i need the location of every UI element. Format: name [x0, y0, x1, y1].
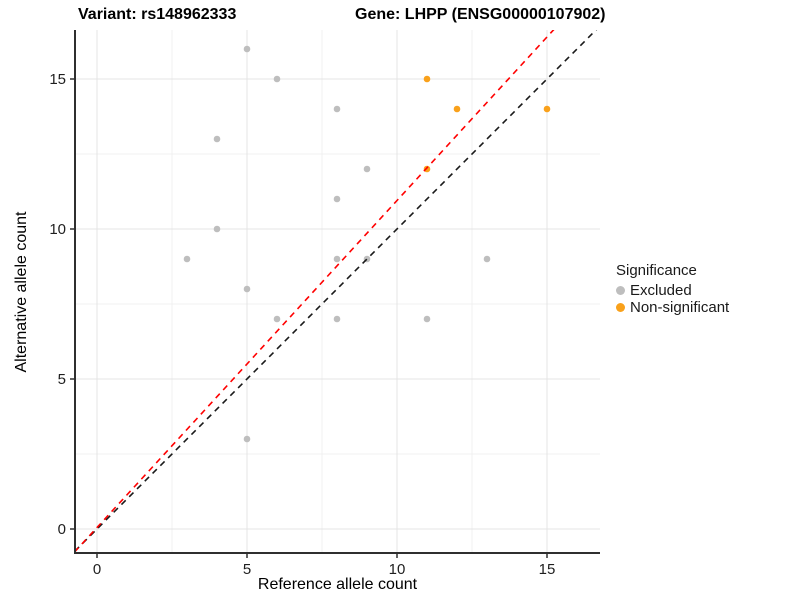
legend-entry-non-significant: Non-significant	[616, 299, 729, 316]
x-tick-label: 10	[389, 561, 406, 578]
x-tick-label: 15	[539, 561, 556, 578]
gene-title: Gene: LHPP (ENSG00000107902)	[355, 6, 606, 23]
data-point-excluded	[243, 285, 251, 293]
data-point-excluded	[333, 195, 341, 203]
y-tick-label: 15	[49, 71, 66, 88]
data-point-excluded	[363, 165, 371, 173]
legend-entry-excluded: Excluded	[616, 282, 729, 299]
variant-title: Variant: rs148962333	[78, 6, 237, 23]
x-tick-label: 0	[93, 561, 101, 578]
data-point-excluded	[333, 315, 341, 323]
y-axis-title: Alternative allele count	[13, 211, 30, 373]
data-point-excluded	[243, 45, 251, 53]
legend-label: Non-significant	[630, 299, 730, 316]
data-point-non-significant	[453, 105, 461, 113]
data-point-excluded	[273, 75, 281, 83]
identity-line	[75, 30, 598, 553]
data-point-excluded	[243, 435, 251, 443]
data-point-excluded	[483, 255, 491, 263]
data-point-excluded	[423, 315, 431, 323]
data-point-non-significant	[543, 105, 551, 113]
data-point-excluded	[183, 255, 191, 263]
data-point-excluded	[213, 225, 221, 233]
data-point-excluded	[333, 105, 341, 113]
y-tick-label: 10	[49, 221, 66, 238]
non-significant-dot-icon	[616, 303, 625, 312]
legend-label: Excluded	[630, 282, 692, 299]
x-tick-label: 5	[243, 561, 251, 578]
legend-title: Significance	[616, 262, 697, 279]
data-point-excluded	[213, 135, 221, 143]
x-axis-title: Reference allele count	[257, 576, 418, 593]
legend: Significance Excluded Non-significant	[616, 262, 729, 316]
data-point-excluded	[273, 315, 281, 323]
data-point-non-significant	[423, 75, 431, 83]
y-tick-label: 0	[58, 521, 66, 538]
expected-line	[75, 30, 555, 553]
y-tick-label: 5	[58, 371, 66, 388]
excluded-dot-icon	[616, 286, 625, 295]
data-point-excluded	[333, 255, 341, 263]
